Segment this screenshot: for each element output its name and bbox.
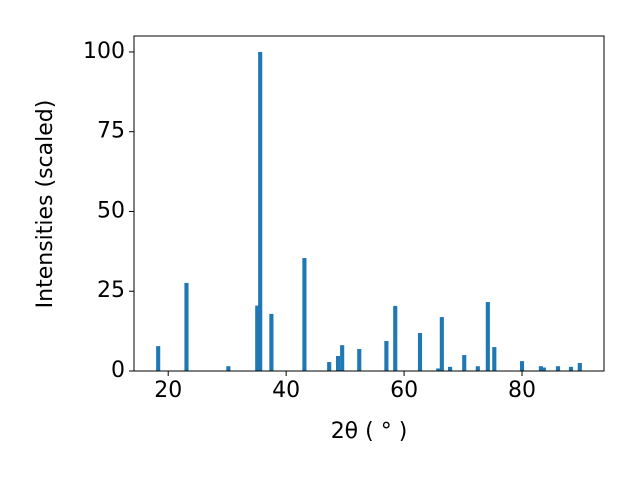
bar <box>156 346 161 371</box>
bar <box>340 345 345 371</box>
bar <box>492 347 497 371</box>
bar <box>255 305 260 371</box>
x-tick-label: 40 <box>272 378 300 403</box>
bar <box>357 348 362 371</box>
bar <box>384 341 389 371</box>
bar <box>485 302 490 371</box>
bar <box>393 305 398 371</box>
bar <box>439 317 444 371</box>
bar <box>417 333 423 371</box>
bar <box>519 361 525 371</box>
bar <box>568 366 574 371</box>
y-axis-label: Intensities (scaled) <box>33 100 58 309</box>
x-tick-label: 20 <box>154 378 182 403</box>
bar <box>462 355 467 371</box>
bar <box>541 367 546 371</box>
plot-frame <box>133 35 605 372</box>
x-tick-label: 60 <box>390 378 418 403</box>
x-tick-label: 80 <box>508 378 536 403</box>
bar <box>538 366 543 371</box>
bar <box>269 313 274 371</box>
y-tick-label: 100 <box>83 39 125 64</box>
bar <box>448 366 453 371</box>
bar <box>555 366 561 371</box>
y-tick-label: 25 <box>97 278 125 303</box>
y-tick-label: 75 <box>97 119 125 144</box>
bar <box>436 368 441 371</box>
bar <box>335 356 341 371</box>
bar <box>475 366 480 371</box>
bar <box>577 363 582 371</box>
bar <box>226 366 231 371</box>
y-tick-label: 0 <box>111 358 125 383</box>
bar <box>258 51 263 371</box>
bar <box>327 362 332 371</box>
bar <box>184 282 189 371</box>
y-tick-label: 50 <box>97 198 125 223</box>
bar <box>302 258 307 371</box>
x-axis-label: 2θ ( ° ) <box>331 419 408 444</box>
